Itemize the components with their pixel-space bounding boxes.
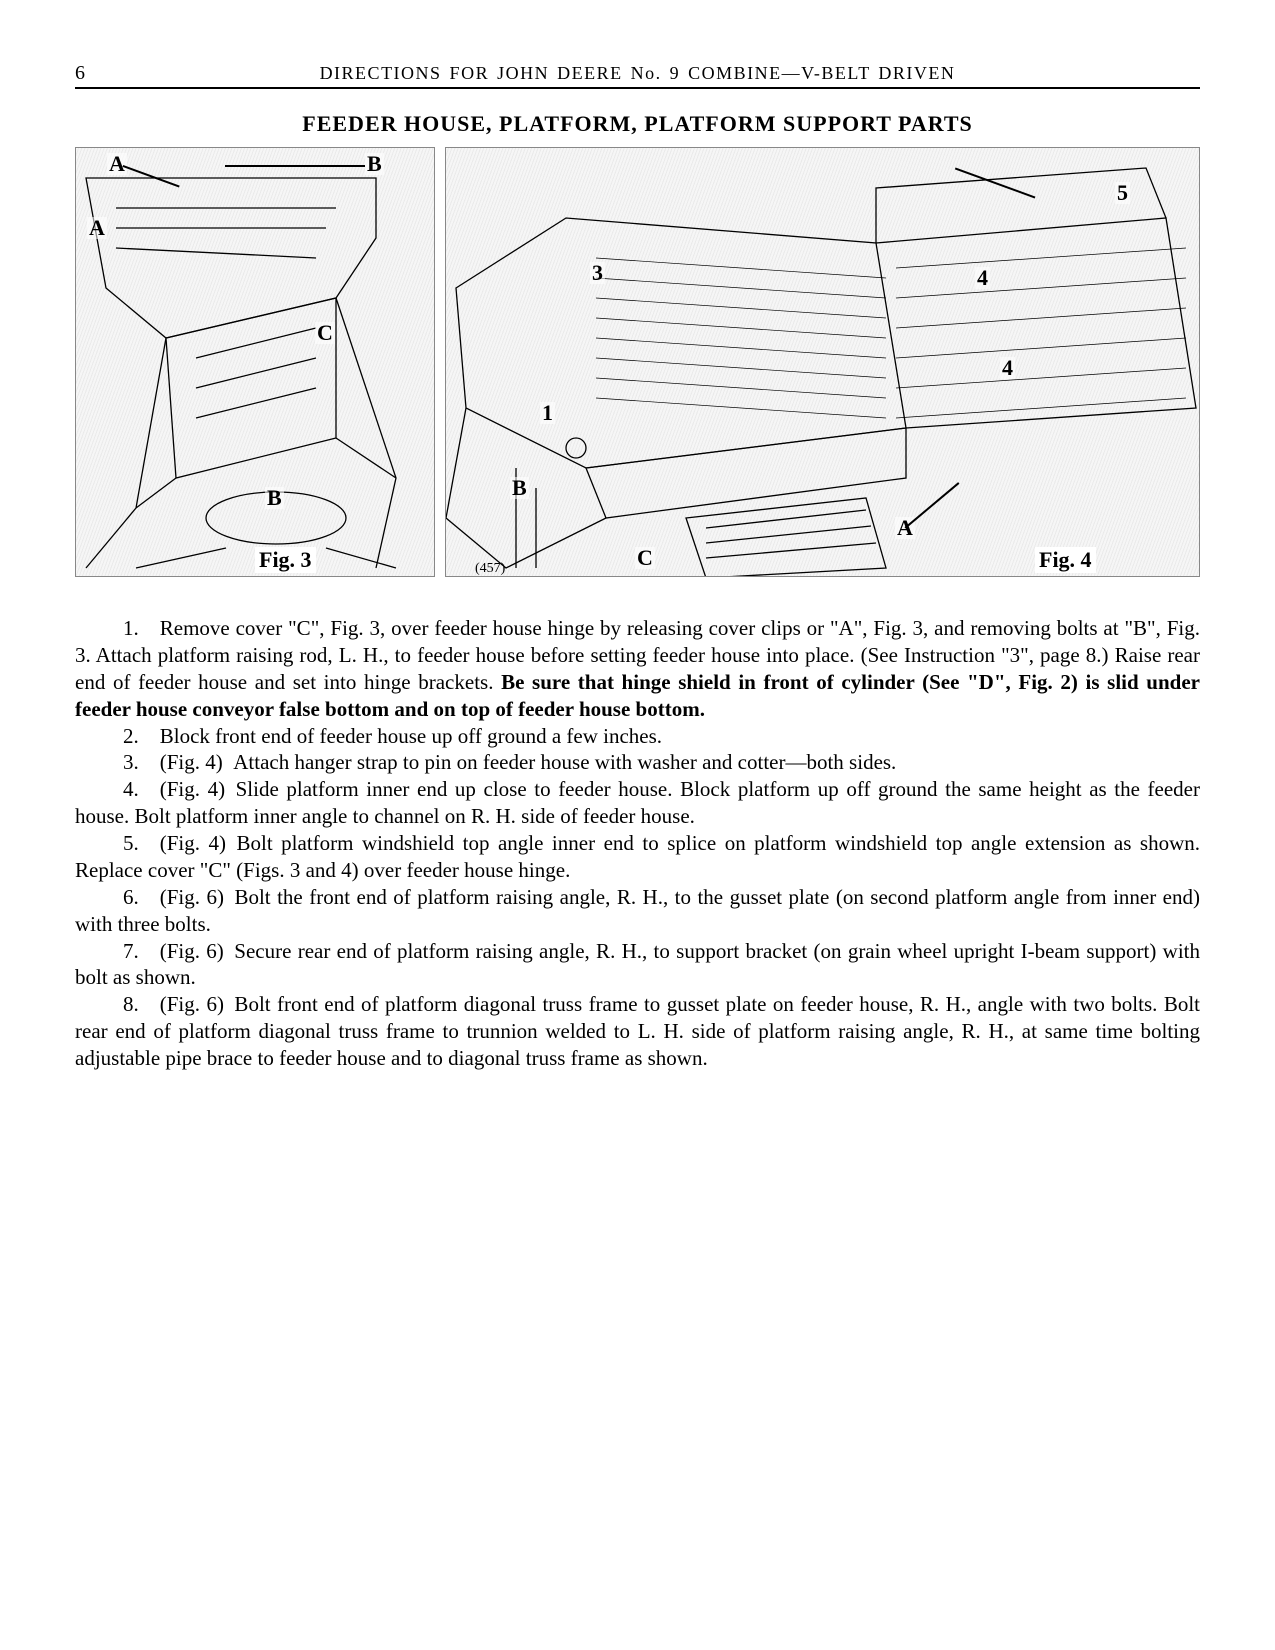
instruction-3: 3. (Fig. 4) Attach hanger strap to pin o… xyxy=(75,749,1200,776)
figure-4-panel xyxy=(445,147,1200,577)
instruction-8: 8. (Fig. 6) Bolt front end of platform d… xyxy=(75,991,1200,1072)
figure-4-caption: Fig. 4 xyxy=(1035,547,1096,573)
callout-fig4-3: 3 xyxy=(590,262,605,284)
figure-4-illustration xyxy=(446,148,1200,577)
figure-area: A A B B C 1 3 4 4 5 A B C Fig. 3 Fig. 4 … xyxy=(75,147,1200,587)
callout-fig3-A1: A xyxy=(107,153,127,175)
section-title: FEEDER HOUSE, PLATFORM, PLATFORM SUPPORT… xyxy=(75,111,1200,137)
instruction-5: 5. (Fig. 4) Bolt platform windshield top… xyxy=(75,830,1200,884)
callout-fig3-A2: A xyxy=(87,217,107,239)
page-number: 6 xyxy=(75,62,165,85)
instruction-1: 1. Remove cover "C", Fig. 3, over feeder… xyxy=(75,615,1200,723)
callout-fig4-B: B xyxy=(510,477,529,499)
callout-fig3-B2: B xyxy=(265,487,284,509)
leader-line xyxy=(225,165,365,167)
callout-fig4-4a: 4 xyxy=(975,267,990,289)
instruction-7: 7. (Fig. 6) Secure rear end of platform … xyxy=(75,938,1200,992)
instruction-2: 2. Block front end of feeder house up of… xyxy=(75,723,1200,750)
figure-3-panel xyxy=(75,147,435,577)
running-title: DIRECTIONS FOR JOHN DEERE No. 9 COMBINE—… xyxy=(165,63,1110,84)
callout-fig4-1: 1 xyxy=(540,402,555,424)
figure-3-caption: Fig. 3 xyxy=(255,547,316,573)
instruction-4: 4. (Fig. 4) Slide platform inner end up … xyxy=(75,776,1200,830)
callout-fig4-5: 5 xyxy=(1115,182,1130,204)
callout-fig3-B1: B xyxy=(365,153,384,175)
page-header: 6 DIRECTIONS FOR JOHN DEERE No. 9 COMBIN… xyxy=(75,62,1200,89)
figure-3-illustration xyxy=(76,148,435,577)
callout-fig4-4b: 4 xyxy=(1000,357,1015,379)
callout-fig3-C: C xyxy=(315,322,335,344)
callout-fig4-C: C xyxy=(635,547,655,569)
instruction-text: 1. Remove cover "C", Fig. 3, over feeder… xyxy=(75,615,1200,1072)
instruction-6: 6. (Fig. 6) Bolt the front end of platfo… xyxy=(75,884,1200,938)
figure-ref-457: (457) xyxy=(475,561,505,577)
